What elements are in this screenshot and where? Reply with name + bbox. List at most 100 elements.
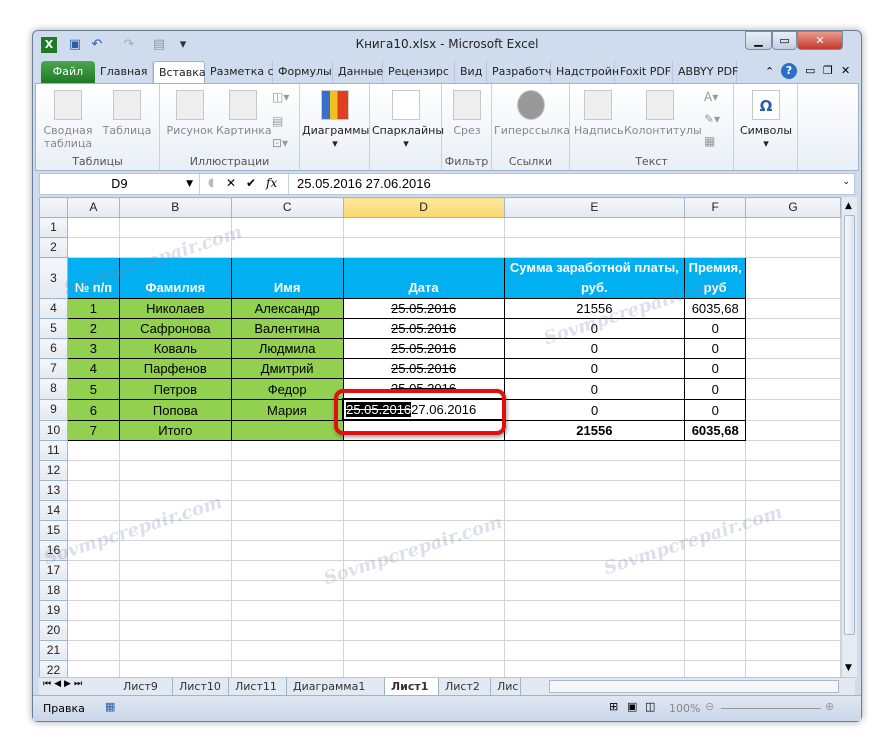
row-header[interactable]: 19 bbox=[39, 599, 68, 621]
cell[interactable] bbox=[745, 378, 841, 400]
cell[interactable] bbox=[230, 639, 344, 661]
header-cell[interactable]: Дата bbox=[342, 257, 505, 299]
column-header-e[interactable]: E bbox=[503, 197, 686, 218]
cell[interactable] bbox=[745, 459, 841, 481]
row-header[interactable]: 12 bbox=[39, 459, 68, 481]
help-icon[interactable]: ? bbox=[781, 63, 797, 79]
formula-input[interactable]: 25.05.2016 27.06.2016 bbox=[288, 174, 834, 194]
cell[interactable] bbox=[745, 358, 841, 379]
sheet-tab[interactable]: Лист2 bbox=[439, 678, 491, 695]
cell[interactable] bbox=[230, 559, 344, 581]
cell[interactable] bbox=[230, 519, 344, 541]
cell[interactable] bbox=[745, 659, 841, 677]
column-header-f[interactable]: F bbox=[684, 197, 747, 218]
cell[interactable] bbox=[684, 539, 747, 561]
vertical-scrollbar[interactable]: ▲ ▼ bbox=[841, 197, 857, 677]
cell[interactable] bbox=[342, 599, 505, 621]
cell[interactable] bbox=[684, 519, 747, 541]
cell[interactable]: 0 bbox=[503, 398, 686, 421]
header-cell[interactable]: Имя bbox=[230, 257, 344, 299]
row-header[interactable]: 2 bbox=[39, 237, 68, 258]
cell[interactable]: 6035,68 bbox=[684, 298, 747, 319]
cell[interactable]: Федор bbox=[230, 378, 344, 400]
cell[interactable] bbox=[66, 599, 120, 621]
cell[interactable]: 2 bbox=[66, 318, 120, 339]
cell[interactable] bbox=[230, 419, 344, 441]
cell[interactable]: Людмила bbox=[230, 338, 344, 359]
cell[interactable] bbox=[684, 237, 747, 258]
cell[interactable]: 25.05.201627.06.2016 bbox=[342, 398, 506, 421]
row-header[interactable]: 22 bbox=[39, 659, 68, 677]
cell[interactable]: 3 bbox=[66, 338, 120, 359]
cell[interactable] bbox=[684, 579, 747, 601]
cell[interactable] bbox=[503, 539, 686, 561]
charts-button[interactable]: Диаграммы ▾ bbox=[302, 90, 369, 150]
redo-icon[interactable]: ↷ bbox=[123, 37, 135, 52]
name-box[interactable]: D9 ▼ bbox=[40, 174, 200, 194]
cell[interactable]: Александр bbox=[230, 298, 344, 319]
row-header[interactable]: 21 bbox=[39, 639, 68, 661]
cell[interactable] bbox=[118, 479, 232, 501]
zoom-in-icon[interactable]: ⊕ bbox=[825, 700, 835, 713]
cell[interactable] bbox=[66, 499, 120, 521]
cell[interactable] bbox=[342, 217, 505, 238]
cell[interactable]: 0 bbox=[684, 398, 747, 421]
cell[interactable] bbox=[745, 479, 841, 501]
cell[interactable]: 0 bbox=[503, 338, 686, 359]
cell[interactable] bbox=[118, 579, 232, 601]
header-cell[interactable]: Сумма заработной платы, руб. bbox=[503, 257, 686, 299]
column-header-b[interactable]: B bbox=[118, 197, 232, 218]
cell[interactable] bbox=[503, 499, 686, 521]
cell[interactable]: Дмитрий bbox=[230, 358, 344, 379]
smartart-icon[interactable]: ▤ bbox=[272, 114, 284, 128]
cell[interactable] bbox=[503, 439, 686, 461]
cell[interactable]: Валентина bbox=[230, 318, 344, 339]
cell[interactable] bbox=[230, 579, 344, 601]
row-header[interactable]: 17 bbox=[39, 559, 68, 581]
cell[interactable] bbox=[503, 479, 686, 501]
spreadsheet-grid[interactable]: A B C D E F G 1 2 3 № п/п Фамилия Имя Дата Сумма зараб… bbox=[39, 197, 841, 677]
cell[interactable] bbox=[230, 479, 344, 501]
cell[interactable] bbox=[118, 237, 232, 258]
cell[interactable] bbox=[342, 499, 505, 521]
row-header[interactable]: 9 bbox=[39, 398, 68, 421]
scroll-up-icon[interactable]: ▲ bbox=[845, 201, 852, 211]
page-break-icon[interactable]: ◫ bbox=[645, 700, 656, 713]
cell[interactable] bbox=[342, 439, 505, 461]
cell[interactable]: Парфенов bbox=[118, 358, 232, 379]
cell[interactable] bbox=[684, 479, 747, 501]
cell[interactable] bbox=[230, 217, 344, 238]
wordart-icon[interactable]: A▾ bbox=[704, 90, 719, 104]
cell[interactable]: 25.05.2016 bbox=[342, 318, 505, 339]
tab-3[interactable]: Разметка с bbox=[205, 61, 274, 83]
header-cell[interactable]: Фамилия bbox=[118, 257, 232, 299]
cell[interactable] bbox=[684, 439, 747, 461]
tab-10[interactable]: Foxit PDF bbox=[615, 61, 673, 83]
cell[interactable] bbox=[342, 639, 505, 661]
horizontal-scrollbar[interactable] bbox=[549, 680, 839, 693]
cell[interactable] bbox=[230, 599, 344, 621]
cell[interactable]: Петров bbox=[118, 378, 232, 400]
cell[interactable] bbox=[503, 579, 686, 601]
cell[interactable]: 0 bbox=[684, 338, 747, 359]
cell[interactable] bbox=[118, 659, 232, 677]
cell[interactable] bbox=[342, 619, 505, 641]
cell[interactable] bbox=[342, 519, 505, 541]
cell[interactable] bbox=[684, 619, 747, 641]
cell[interactable]: 0 bbox=[503, 378, 686, 400]
customize-icon[interactable]: ▾ bbox=[179, 37, 187, 52]
cell[interactable] bbox=[230, 237, 344, 258]
row-header[interactable]: 13 bbox=[39, 479, 68, 501]
cell[interactable] bbox=[230, 439, 344, 461]
cell[interactable] bbox=[745, 338, 841, 359]
cell[interactable] bbox=[342, 559, 505, 581]
cell[interactable] bbox=[66, 479, 120, 501]
sheet-tab[interactable]: Лист10 bbox=[173, 678, 229, 695]
cell[interactable] bbox=[745, 539, 841, 561]
expand-formula-icon[interactable]: ⌄ bbox=[842, 177, 850, 187]
cell[interactable] bbox=[66, 639, 120, 661]
maximize-button[interactable]: ▭ bbox=[772, 31, 797, 50]
excel-logo-icon[interactable]: X bbox=[41, 37, 57, 53]
doc-restore-icon[interactable]: ❐ bbox=[823, 64, 833, 77]
cell[interactable]: 4 bbox=[66, 358, 120, 379]
